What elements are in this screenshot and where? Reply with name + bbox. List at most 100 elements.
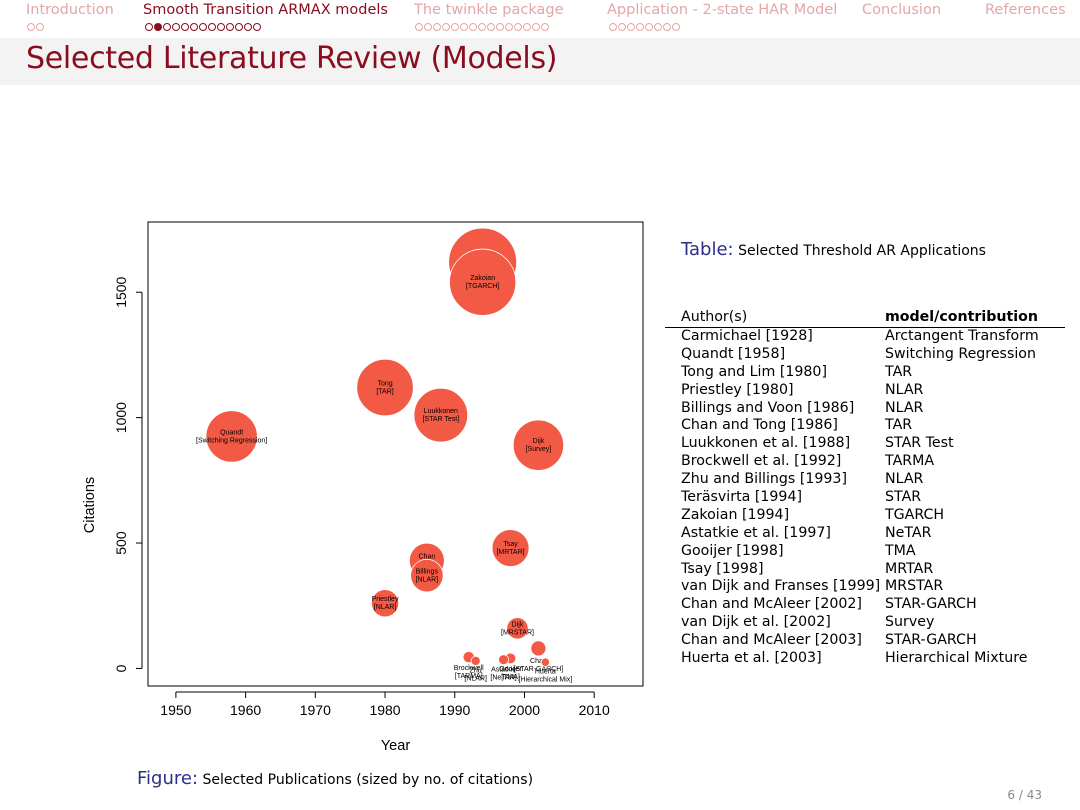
cell-author: Gooijer [1998] (681, 542, 784, 559)
bubble-sublabel: [TAR] (376, 389, 393, 396)
table-row: Chan and McAleer [2003] STAR-GARCH (665, 632, 1065, 650)
nav-dot[interactable] (523, 23, 531, 31)
nav-dot[interactable] (217, 23, 225, 31)
nav-dot[interactable] (181, 23, 189, 31)
table-row: van Dijk and Franses [1999] MRSTAR (665, 578, 1065, 596)
x-tick-label: 1970 (300, 702, 331, 718)
table-caption-label: Table: (681, 239, 734, 260)
bubble-label: Chan (419, 554, 436, 561)
bubble-label: Quandt (220, 429, 243, 436)
nav-dot[interactable] (190, 23, 198, 31)
nav-dot[interactable] (645, 23, 653, 31)
nav-dot[interactable] (514, 23, 522, 31)
bubble-point (410, 558, 444, 593)
header-authors: Author(s) (681, 309, 748, 325)
nav-dot[interactable] (460, 23, 468, 31)
nav-section-conclusion[interactable]: Conclusion (862, 2, 942, 18)
cell-author: Brockwell et al. [1992] (681, 453, 842, 470)
nav-dot[interactable] (163, 23, 171, 31)
nav-dot[interactable] (27, 23, 35, 31)
table-caption: Table: Selected Threshold AR Application… (681, 239, 986, 260)
cell-model: Survey (885, 614, 935, 631)
cell-model: Hierarchical Mixture (885, 650, 1028, 667)
cell-author: Chan and McAleer [2002] (681, 596, 862, 613)
cell-author: Priestley [1980] (681, 381, 794, 398)
cell-model: TGARCH (885, 506, 945, 523)
nav-dot[interactable] (424, 23, 432, 31)
nav-dot[interactable] (208, 23, 216, 31)
y-tick-label: 500 (113, 531, 129, 555)
nav-dot[interactable] (609, 23, 617, 31)
bubble-sublabel: [NLAR] (464, 676, 487, 683)
nav-dot[interactable] (244, 23, 252, 31)
bubble-label: Tsay (503, 541, 518, 548)
cell-model: NLAR (885, 471, 924, 488)
nav-dot[interactable] (532, 23, 540, 31)
nav-dot[interactable] (226, 23, 234, 31)
nav-dots-star-models (145, 23, 261, 33)
cell-author: Tong and Lim [1980] (681, 363, 827, 380)
nav-section-star-models[interactable]: Smooth Transition ARMAX models (143, 2, 388, 18)
nav-dot[interactable] (496, 23, 504, 31)
nav-dot[interactable] (541, 23, 549, 31)
cell-author: Tsay [1998] (681, 560, 764, 577)
nav-dot[interactable] (618, 23, 626, 31)
y-axis-title: Citations (82, 477, 98, 533)
nav-dot[interactable] (478, 23, 486, 31)
cell-author: Zakoian [1994] (681, 506, 790, 523)
nav-dot[interactable] (505, 23, 513, 31)
nav-dot[interactable] (627, 23, 635, 31)
bubble-sublabel: [STAR-GARCH] (514, 666, 564, 673)
nav-section-references[interactable]: References (985, 2, 1066, 18)
y-tick-label: 0 (113, 664, 129, 672)
nav-section-application[interactable]: Application - 2-state HAR Model (607, 2, 838, 18)
table-row: Tsay [1998] MRTAR (665, 561, 1065, 579)
nav-dot[interactable] (487, 23, 495, 31)
cell-author: Huerta et al. [2003] (681, 650, 822, 667)
bubble-sublabel: [TMA] (501, 674, 520, 681)
nav-dot[interactable] (469, 23, 477, 31)
bubble-sublabel: [Hierarchical Mix] (519, 676, 573, 683)
bubble-point (449, 248, 517, 316)
nav-dot[interactable] (663, 23, 671, 31)
nav-dot[interactable] (235, 23, 243, 31)
cell-model: STAR-GARCH (885, 596, 977, 613)
table-row: Brockwell et al. [1992] TARMA (665, 453, 1065, 471)
table-row: Gooijer [1998] TMA (665, 543, 1065, 561)
bubble-point (470, 655, 481, 666)
nav-dot[interactable] (199, 23, 207, 31)
nav-dot[interactable] (154, 23, 162, 31)
nav-dot[interactable] (172, 23, 180, 31)
cell-author: Quandt [1958] (681, 345, 786, 362)
bubble-point (530, 640, 547, 657)
bubble-sublabel: [Switching Regression] (196, 437, 267, 444)
cell-author: van Dijk et al. [2002] (681, 614, 831, 631)
table-row: van Dijk et al. [2002] Survey (665, 614, 1065, 632)
nav-dot[interactable] (636, 23, 644, 31)
cell-author: Astatkie et al. [1997] (681, 524, 831, 541)
table-row: Zakoian [1994] TGARCH (665, 507, 1065, 525)
section-navigation: Introduction Smooth Transition ARMAX mod… (0, 0, 1080, 38)
nav-dot[interactable] (451, 23, 459, 31)
nav-dot[interactable] (433, 23, 441, 31)
bubble-label: Zakoian (470, 275, 495, 282)
table-row: Astatkie et al. [1997] NeTAR (665, 525, 1065, 543)
nav-dot[interactable] (654, 23, 662, 31)
bubble-label: Gooijer (499, 666, 522, 673)
nav-dot[interactable] (36, 23, 44, 31)
nav-dot[interactable] (442, 23, 450, 31)
table-body: Carmichael [1928] Arctangent Transform Qua… (665, 328, 1065, 668)
figure-caption: Figure: Selected Publications (sized by … (137, 768, 533, 789)
bubble-label: Dijk (512, 621, 524, 628)
figure-caption-label: Figure: (137, 768, 199, 789)
nav-section-introduction[interactable]: Introduction (26, 2, 114, 18)
nav-dot[interactable] (253, 23, 261, 31)
nav-dot[interactable] (145, 23, 153, 31)
nav-section-twinkle[interactable]: The twinkle package (414, 2, 564, 18)
nav-dot[interactable] (672, 23, 680, 31)
title-bar (0, 38, 1080, 85)
nav-dot[interactable] (415, 23, 423, 31)
cell-model: STAR Test (885, 435, 954, 452)
table-row: Luukkonen et al. [1988] STAR Test (665, 435, 1065, 453)
cell-author: Carmichael [1928] (681, 328, 813, 344)
